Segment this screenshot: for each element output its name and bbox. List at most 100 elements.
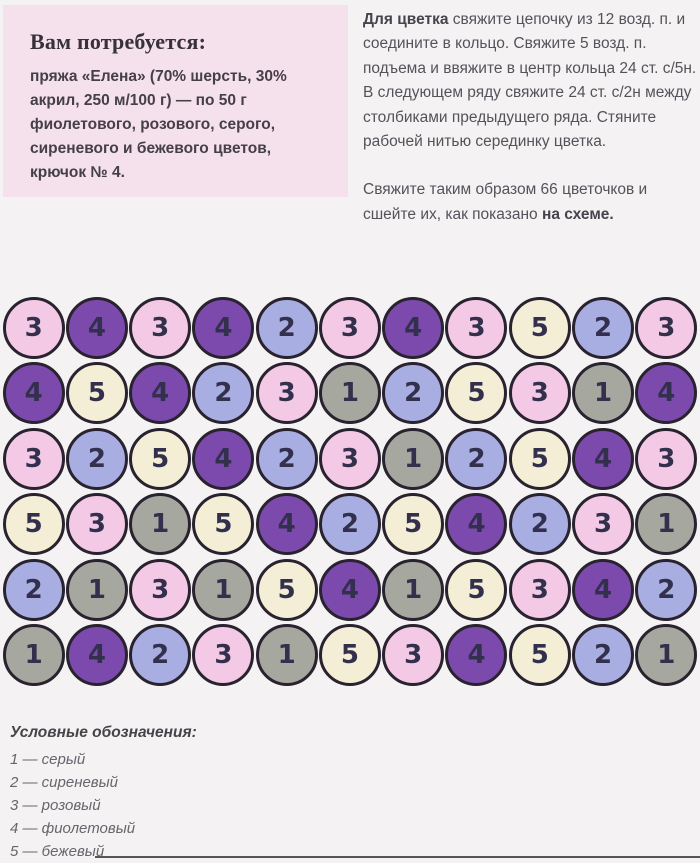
- scheme-cell: 2: [318, 493, 381, 556]
- scheme-cell: 5: [445, 558, 508, 621]
- flower-circle-сиреневый: 2: [65, 427, 128, 490]
- flower-circle-розовый: 3: [129, 558, 192, 621]
- flower-circle-сиреневый: 2: [318, 493, 381, 555]
- legend-item: 1 — серый: [10, 751, 86, 768]
- scheme-cell: 1: [2, 624, 65, 687]
- scheme-cell: 1: [192, 558, 255, 621]
- flower-circle-фиолетовый: 4: [572, 558, 635, 621]
- scheme-cell: 2: [65, 427, 128, 490]
- scheme-cell: 4: [318, 558, 381, 621]
- scheme-cell: 5: [508, 427, 571, 490]
- scheme-cell: 1: [65, 558, 128, 621]
- scheme-cell: 3: [382, 624, 445, 687]
- scheme-cell: 5: [255, 558, 318, 621]
- scheme-cell: 3: [508, 362, 571, 425]
- scheme-cell: 5: [192, 493, 255, 556]
- flower-circle-сиреневый: 2: [382, 362, 445, 424]
- flower-circle-сиреневый: 2: [572, 624, 635, 686]
- bottom-edge-line: [95, 856, 700, 858]
- instruction-lead: Для цветка: [363, 11, 449, 28]
- flower-circle-серый: 1: [635, 493, 698, 555]
- flower-circle-фиолетовый: 4: [65, 296, 128, 359]
- flower-circle-фиолетовый: 4: [635, 362, 698, 424]
- flower-circle-бежевый: 5: [508, 624, 571, 686]
- scheme-cell: 3: [635, 296, 698, 359]
- scheme-cell: 3: [318, 296, 381, 359]
- flower-circle-фиолетовый: 4: [382, 296, 445, 359]
- flower-circle-бежевый: 5: [445, 558, 508, 621]
- scheme-cell: 4: [635, 362, 698, 425]
- scheme-cell: 5: [318, 624, 381, 687]
- scheme-cell: 3: [635, 427, 698, 490]
- flower-circle-сиреневый: 2: [635, 558, 698, 621]
- scheme-cell: 3: [255, 362, 318, 425]
- flower-circle-фиолетовый: 4: [192, 296, 255, 359]
- scheme-cell: 1: [382, 427, 445, 490]
- flower-circle-розовый: 3: [2, 296, 65, 359]
- scheme-cell: 2: [382, 362, 445, 425]
- flower-circle-фиолетовый: 4: [65, 624, 128, 686]
- flower-circle-фиолетовый: 4: [572, 427, 635, 490]
- flower-circle-розовый: 3: [65, 493, 128, 555]
- flower-circle-сиреневый: 2: [129, 624, 192, 686]
- scheme-cell: 2: [255, 427, 318, 490]
- scheme-cell: 3: [2, 296, 65, 359]
- scheme-cell: 2: [129, 624, 192, 687]
- scheme-cell: 4: [65, 296, 128, 359]
- flower-circle-розовый: 3: [318, 427, 381, 490]
- flower-circle-розовый: 3: [508, 362, 571, 424]
- instruction-body-1: свяжите цепочку из 12 возд. п. и соедини…: [363, 11, 697, 151]
- scheme-cell: 5: [2, 493, 65, 556]
- flower-circle-серый: 1: [129, 493, 192, 555]
- flower-circle-розовый: 3: [445, 296, 508, 359]
- flower-circle-бежевый: 5: [508, 296, 571, 359]
- flower-circle-бежевый: 5: [2, 493, 65, 555]
- scheme-cell: 1: [635, 493, 698, 556]
- flower-circle-бежевый: 5: [382, 493, 445, 555]
- flower-circle-бежевый: 5: [192, 493, 255, 555]
- legend-title: Условные обозначения:: [10, 724, 197, 741]
- legend: Условные обозначения: 1 — серый 2 — сирен…: [10, 724, 197, 863]
- legend-item: 5 — бежевый: [10, 843, 105, 860]
- flower-circle-фиолетовый: 4: [255, 493, 318, 555]
- scheme-cell: 1: [635, 624, 698, 687]
- flower-circle-розовый: 3: [572, 493, 635, 555]
- scheme-cell: 4: [571, 558, 635, 621]
- scheme-cell: 5: [508, 296, 571, 359]
- scheme-cell: 2: [571, 624, 635, 687]
- legend-item: 3 — розовый: [10, 797, 101, 814]
- scheme-cell: 3: [2, 427, 65, 490]
- flower-circle-сиреневый: 2: [255, 296, 318, 359]
- flower-circle-сиреневый: 2: [255, 427, 318, 490]
- flower-circle-серый: 1: [382, 427, 445, 490]
- scheme-cell: 2: [445, 427, 508, 490]
- flower-circle-бежевый: 5: [65, 362, 128, 424]
- scheme-cell: 1: [382, 558, 445, 621]
- scheme-cell: 4: [192, 427, 255, 490]
- flower-circle-сиреневый: 2: [445, 427, 508, 490]
- scheme-cell: 5: [445, 362, 508, 425]
- flower-circle-сиреневый: 2: [2, 558, 65, 621]
- flower-circle-фиолетовый: 4: [129, 362, 192, 424]
- flower-circle-фиолетовый: 4: [445, 624, 508, 686]
- scheme-cell: 3: [318, 427, 381, 490]
- scheme-cell: 3: [129, 558, 192, 621]
- scheme-cell: 2: [571, 296, 635, 359]
- flower-circle-серый: 1: [382, 558, 445, 621]
- scheme-cell: 5: [382, 493, 445, 556]
- scheme-cell: 4: [65, 624, 128, 687]
- flower-circle-серый: 1: [318, 362, 381, 424]
- flower-circle-бежевый: 5: [129, 427, 192, 490]
- scheme-cell: 4: [382, 296, 445, 359]
- scheme-cell: 4: [445, 624, 508, 687]
- scheme-cell: 4: [255, 493, 318, 556]
- flower-circle-серый: 1: [572, 362, 635, 424]
- flower-circle-розовый: 3: [635, 427, 698, 490]
- scheme-cell: 2: [255, 296, 318, 359]
- flower-circle-бежевый: 5: [508, 427, 571, 490]
- scheme-cell: 3: [192, 624, 255, 687]
